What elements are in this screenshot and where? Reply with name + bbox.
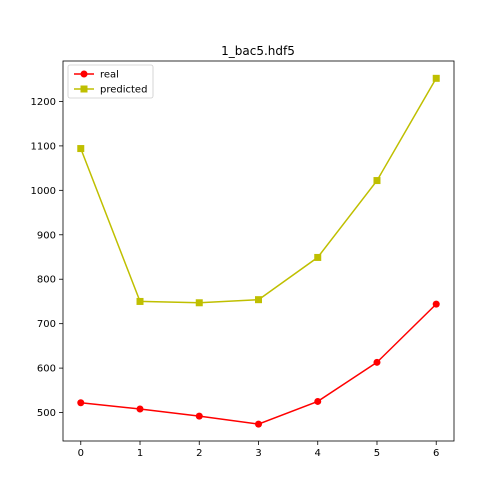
data-point-predicted-6 bbox=[432, 74, 440, 82]
data-point-real-4 bbox=[314, 397, 322, 405]
plot-area: 0 1 2 3 4 5 6 500 600 700 800 900 1000 1100 1200 real pr… bbox=[31, 60, 455, 459]
x-tick-label-3: 3 bbox=[255, 448, 261, 459]
data-point-real-6 bbox=[432, 300, 440, 308]
y-tick-label-700: 700 bbox=[37, 319, 56, 330]
data-point-predicted-1 bbox=[136, 297, 144, 305]
legend-marker-real bbox=[80, 70, 88, 78]
x-tick-label-1: 1 bbox=[137, 448, 143, 459]
data-point-predicted-0 bbox=[77, 145, 85, 153]
y-tick-label-1200: 1200 bbox=[31, 97, 56, 108]
y-tick-label-500: 500 bbox=[37, 408, 56, 419]
y-tick-label-800: 800 bbox=[37, 275, 56, 286]
data-point-real-1 bbox=[136, 405, 144, 413]
x-tick-label-4: 4 bbox=[315, 448, 321, 459]
x-tick-label-6: 6 bbox=[433, 448, 439, 459]
data-point-real-5 bbox=[373, 358, 381, 366]
data-point-predicted-2 bbox=[195, 299, 203, 307]
data-point-predicted-4 bbox=[314, 253, 322, 261]
data-point-real-2 bbox=[195, 412, 203, 420]
data-point-predicted-3 bbox=[255, 296, 262, 304]
y-tick-label-1000: 1000 bbox=[31, 186, 56, 197]
data-point-predicted-5 bbox=[373, 177, 381, 185]
data-point-real-0 bbox=[77, 399, 85, 407]
chart-title: 1_bac5.hdf5 bbox=[221, 44, 295, 58]
x-tick-label-5: 5 bbox=[374, 448, 380, 459]
x-tick-label-0: 0 bbox=[78, 448, 84, 459]
y-tick-label-1100: 1100 bbox=[31, 141, 56, 152]
legend-marker-predicted bbox=[80, 85, 88, 93]
y-tick-label-900: 900 bbox=[37, 230, 56, 241]
legend-label-real: real bbox=[100, 70, 119, 81]
data-point-real-3 bbox=[255, 420, 262, 428]
y-tick-label-600: 600 bbox=[37, 364, 56, 375]
legend-label-predicted: predicted bbox=[100, 85, 147, 96]
x-tick-label-2: 2 bbox=[196, 448, 202, 459]
